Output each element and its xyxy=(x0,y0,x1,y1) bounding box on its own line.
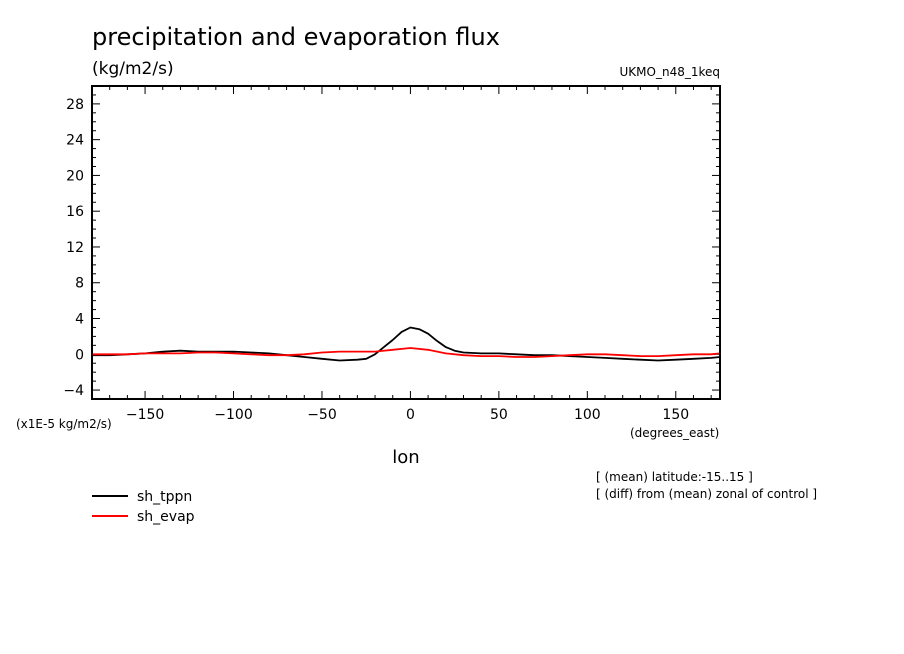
x-units-label: (degrees_east) xyxy=(630,426,719,440)
y-tick-label: 16 xyxy=(66,204,84,220)
scale-note: (x1E-5 kg/m2/s) xyxy=(16,417,112,431)
y-tick-label: −4 xyxy=(63,383,84,399)
series-layer xyxy=(92,326,721,362)
y-tick-label: 12 xyxy=(66,240,84,256)
tick-labels: −150 −100 −50 0 50 100 150 −4 0 4 8 12 16 20 24 28 xyxy=(63,97,689,423)
dataset-label: UKMO_n48_1keq xyxy=(620,65,720,79)
y-tick-label: 20 xyxy=(66,168,84,184)
legend-label-sh-tppn: sh_tppn xyxy=(137,489,192,505)
x-tick-label: −100 xyxy=(214,407,252,423)
legend: sh_tppn sh_evap xyxy=(92,489,195,525)
x-tick-label: −150 xyxy=(126,407,164,423)
axis-ticks xyxy=(91,85,720,400)
x-tick-label: 0 xyxy=(406,407,415,423)
legend-label-sh-evap: sh_evap xyxy=(137,509,195,525)
chart-title: precipitation and evaporation flux xyxy=(92,23,500,51)
x-tick-label: 150 xyxy=(662,407,689,423)
y-tick-label: 0 xyxy=(75,347,84,363)
note-latitude: [ (mean) latitude:-15..15 ] xyxy=(596,470,753,484)
series-line-sh-evap xyxy=(92,347,721,358)
x-axis-label: lon xyxy=(392,447,419,468)
x-tick-label: 50 xyxy=(490,407,508,423)
x-tick-label: 100 xyxy=(574,407,601,423)
x-tick-label: −50 xyxy=(307,407,337,423)
y-tick-label: 28 xyxy=(66,97,84,113)
y-tick-label: 24 xyxy=(66,133,84,149)
y-tick-label: 4 xyxy=(75,312,84,328)
units-label: (kg/m2/s) xyxy=(92,59,174,79)
y-tick-label: 8 xyxy=(75,276,84,292)
plot-frame xyxy=(91,85,721,400)
note-diff: [ (diff) from (mean) zonal of control ] xyxy=(596,487,817,501)
